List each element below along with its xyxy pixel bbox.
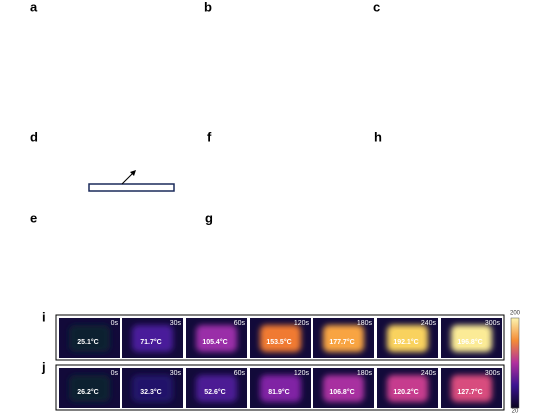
hotspot-core [266, 380, 295, 397]
hotspot-core [329, 380, 358, 397]
hotspot-core [138, 380, 167, 397]
time-label: 300s [485, 320, 501, 327]
time-label: 240s [421, 370, 437, 377]
time-label: 60s [234, 370, 246, 377]
colorbar [510, 317, 520, 409]
time-label: 0s [111, 370, 119, 377]
thermal-frame: 180s 106.8°C [313, 368, 374, 408]
hotspot-core [266, 330, 295, 347]
hotspot-core [202, 380, 231, 397]
panel-label: e [30, 210, 37, 225]
thermal-frame: 0s 26.2°C [59, 368, 120, 408]
thermal-frame: 30s 71.7°C [122, 318, 183, 358]
hotspot-core [329, 330, 358, 347]
temperature-label: 81.9°C [268, 388, 289, 396]
panel-label: c [373, 0, 380, 14]
thermal-frame: 120s 153.5°C [250, 318, 311, 358]
hotspot-core [75, 330, 104, 347]
time-label: 240s [421, 320, 437, 327]
hotspot-core [457, 380, 486, 397]
thermal-frame: 0s 25.1°C [59, 318, 120, 358]
temperature-label: 52.6°C [204, 388, 225, 396]
time-label: 180s [357, 320, 373, 327]
diagram-d [88, 170, 175, 192]
thermal-frame: 180s 177.7°C [313, 318, 374, 358]
temperature-label: 26.2°C [77, 388, 98, 396]
panel-label: i [42, 309, 46, 324]
temperature-label: 105.4°C [202, 338, 227, 346]
hotspot-core [393, 330, 422, 347]
panel-label: h [374, 129, 382, 144]
row-frame [55, 314, 505, 361]
thermal-frame: 60s 52.6°C [186, 368, 247, 408]
hotspot-core [202, 330, 231, 347]
time-label: 0s [111, 320, 119, 327]
panel-label: g [205, 210, 213, 225]
panel-label: j [41, 359, 46, 374]
temperature-label: 106.8°C [329, 388, 354, 396]
hotspot-core [457, 330, 486, 347]
time-label: 30s [170, 370, 182, 377]
temperature-label: 177.7°C [329, 338, 354, 346]
temperature-label: 127.7°C [457, 388, 482, 396]
panel-label: d [30, 129, 38, 144]
temperature-label: 192.1°C [393, 338, 418, 346]
thermal-frame: 240s 120.2°C [377, 368, 438, 408]
temperature-label: 71.7°C [140, 338, 161, 346]
thermal-frame: 240s 192.1°C [377, 318, 438, 358]
thermal-frame: 30s 32.3°C [122, 368, 183, 408]
time-label: 300s [485, 370, 501, 377]
thermal-frame: 60s 105.4°C [186, 318, 247, 358]
panel-label: a [30, 0, 38, 14]
temperature-label: 32.3°C [140, 388, 161, 396]
time-label: 30s [170, 320, 182, 327]
colorbar-min: 20 [512, 409, 519, 415]
time-label: 120s [294, 370, 310, 377]
hotspot-core [393, 380, 422, 397]
thermal-frame: 300s 127.7°C [441, 368, 502, 408]
temperature-label: 25.1°C [77, 338, 98, 346]
panel-label: b [204, 0, 212, 14]
hotspot-core [138, 330, 167, 347]
time-label: 60s [234, 320, 246, 327]
time-label: 180s [357, 370, 373, 377]
temperature-label: 196.8°C [457, 338, 482, 346]
temperature-label: 153.5°C [266, 338, 291, 346]
colorbar-max: 200 [510, 311, 521, 317]
thermal-frame: 300s 196.8°C [441, 318, 502, 358]
row-frame [55, 364, 505, 411]
hotspot-core [75, 380, 104, 397]
temperature-label: 120.2°C [393, 388, 418, 396]
time-label: 120s [294, 320, 310, 327]
thermal-frame: 120s 81.9°C [250, 368, 311, 408]
panel-label: f [207, 129, 212, 144]
